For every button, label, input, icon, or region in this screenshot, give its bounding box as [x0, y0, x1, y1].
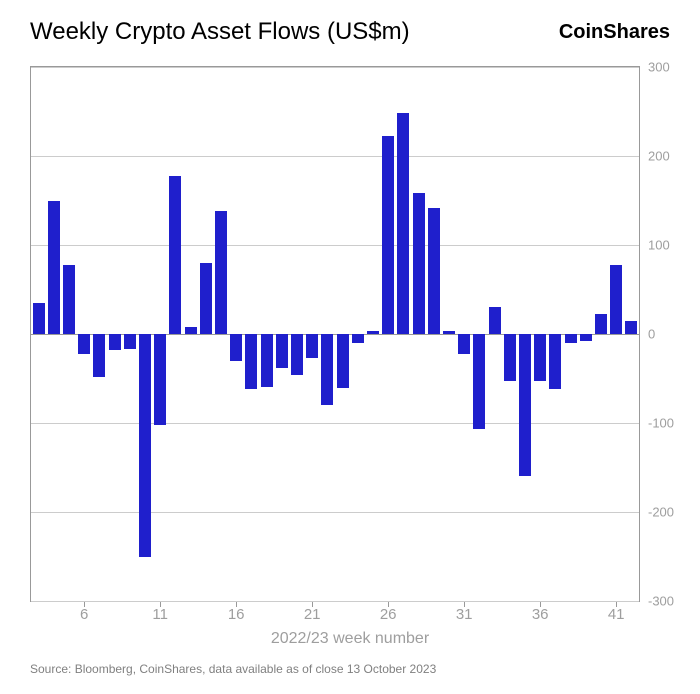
bar — [215, 211, 227, 334]
bar — [78, 334, 90, 354]
bar — [397, 113, 409, 334]
y-tick-label: 0 — [648, 327, 688, 342]
bar — [610, 265, 622, 334]
bar — [154, 334, 166, 425]
bar — [352, 334, 364, 343]
bar — [519, 334, 531, 476]
source-text: Source: Bloomberg, CoinShares, data avai… — [30, 662, 436, 676]
bar — [534, 334, 546, 381]
bar — [382, 136, 394, 334]
grid-line — [31, 512, 639, 513]
y-tick-label: -200 — [648, 505, 688, 520]
bar — [413, 193, 425, 334]
bar — [473, 334, 485, 429]
bar — [337, 334, 349, 388]
bar — [367, 331, 379, 334]
grid-line — [31, 423, 639, 424]
chart-title: Weekly Crypto Asset Flows (US$m) — [30, 18, 410, 46]
brand-logo: CoinShares — [559, 21, 670, 44]
bar — [230, 334, 242, 361]
bar — [245, 334, 257, 389]
bar — [580, 334, 592, 341]
bar — [276, 334, 288, 368]
bar — [489, 307, 501, 334]
x-tick-label: 26 — [373, 606, 403, 623]
y-tick-label: -300 — [648, 594, 688, 609]
y-tick-label: 200 — [648, 149, 688, 164]
bar — [565, 334, 577, 343]
bar — [63, 265, 75, 334]
grid-line — [31, 245, 639, 246]
bar — [306, 334, 318, 358]
header: Weekly Crypto Asset Flows (US$m) CoinSha… — [30, 18, 670, 46]
y-tick-label: 300 — [648, 60, 688, 75]
x-tick-label: 41 — [601, 606, 631, 623]
bar — [139, 334, 151, 557]
x-tick-label: 16 — [221, 606, 251, 623]
bar — [549, 334, 561, 389]
x-tick-label: 6 — [69, 606, 99, 623]
bar — [124, 334, 136, 349]
bar — [48, 201, 60, 335]
x-tick-label: 21 — [297, 606, 327, 623]
chart-plot-area — [30, 66, 640, 602]
bar — [169, 176, 181, 334]
bar — [625, 321, 637, 334]
x-tick-label: 31 — [449, 606, 479, 623]
x-tick-label: 36 — [525, 606, 555, 623]
bar — [443, 331, 455, 334]
bar — [291, 334, 303, 375]
bar — [33, 303, 45, 334]
bar — [504, 334, 516, 381]
x-axis-label: 2022/23 week number — [0, 630, 700, 648]
bar — [93, 334, 105, 377]
y-tick-label: -100 — [648, 416, 688, 431]
y-tick-label: 100 — [648, 238, 688, 253]
bar — [595, 314, 607, 334]
zero-grid-line — [31, 334, 639, 335]
bar — [428, 208, 440, 334]
x-tick-label: 11 — [145, 606, 175, 623]
bar — [261, 334, 273, 387]
grid-line — [31, 67, 639, 68]
grid-line — [31, 156, 639, 157]
bar — [185, 327, 197, 334]
bar — [458, 334, 470, 354]
bar — [200, 263, 212, 334]
page: Weekly Crypto Asset Flows (US$m) CoinSha… — [0, 0, 700, 694]
bar — [321, 334, 333, 405]
grid-line — [31, 601, 639, 602]
bar — [109, 334, 121, 350]
